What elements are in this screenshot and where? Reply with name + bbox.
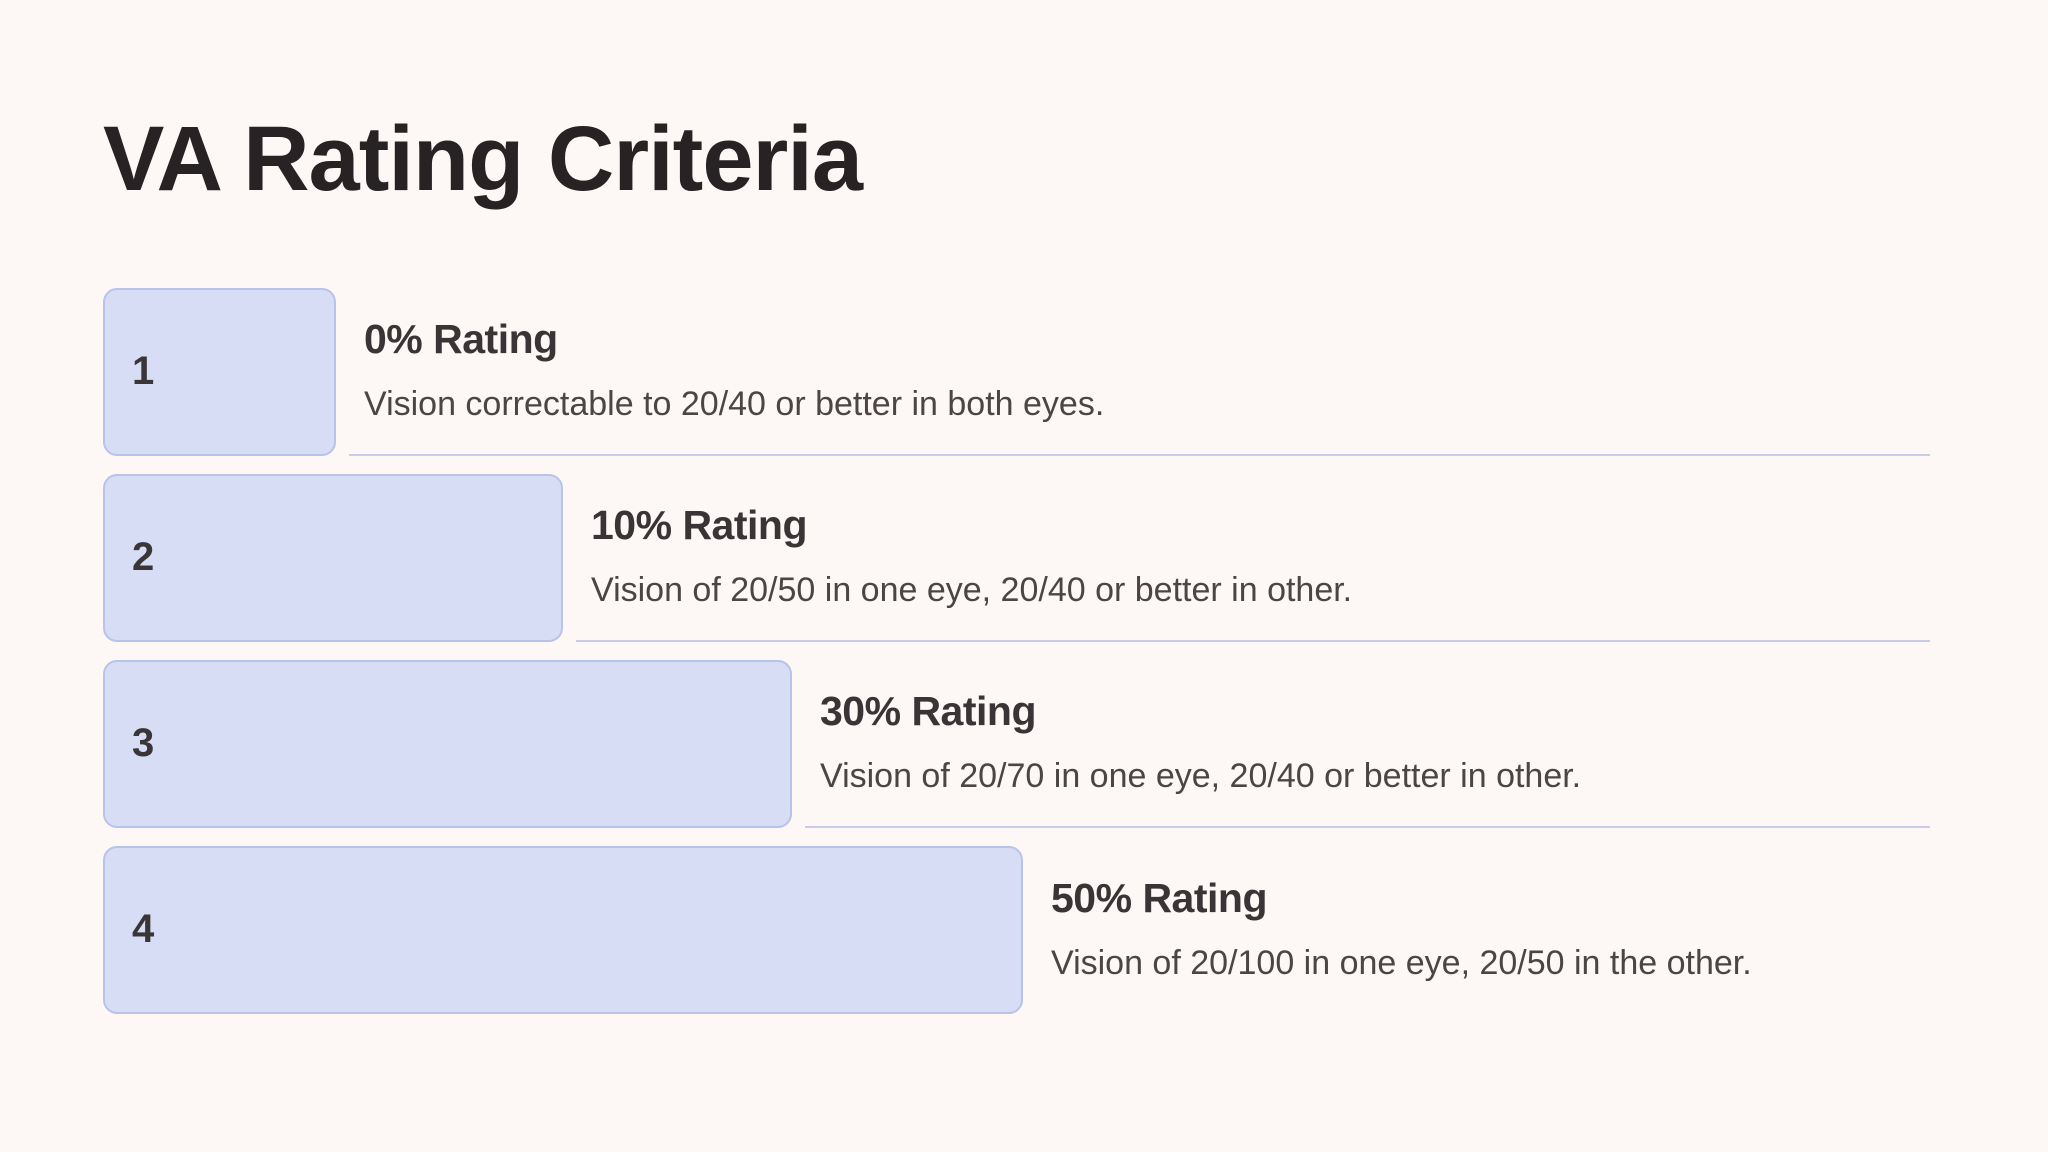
step-description: Vision of 20/100 in one eye, 20/50 in th… (1051, 944, 1752, 983)
step-row: 4 50% Rating Vision of 20/100 in one eye… (103, 845, 1930, 1014)
step-title: 0% Rating (364, 316, 558, 363)
step-text-block: 50% Rating Vision of 20/100 in one eye, … (1036, 846, 1930, 1014)
step-row: 1 0% Rating Vision correctable to 20/40 … (103, 287, 1930, 456)
step-text-block: 0% Rating Vision correctable to 20/40 or… (349, 288, 1930, 456)
step-description: Vision correctable to 20/40 or better in… (364, 385, 1105, 424)
step-number: 4 (132, 907, 155, 952)
step-number: 3 (132, 721, 155, 766)
step-bar: 4 (103, 845, 1023, 1014)
step-number: 2 (132, 535, 155, 580)
step-description: Vision of 20/70 in one eye, 20/40 or bet… (820, 757, 1582, 796)
step-title: 30% Rating (820, 688, 1037, 735)
page-title: VA Rating Criteria (103, 108, 863, 210)
step-number: 1 (132, 349, 155, 394)
step-bar: 1 (103, 287, 336, 456)
step-row: 2 10% Rating Vision of 20/50 in one eye,… (103, 473, 1930, 642)
step-text-block: 30% Rating Vision of 20/70 in one eye, 2… (805, 660, 1930, 828)
step-title: 50% Rating (1051, 875, 1268, 922)
step-title: 10% Rating (591, 502, 808, 549)
step-text-block: 10% Rating Vision of 20/50 in one eye, 2… (576, 474, 1930, 642)
step-bar: 3 (103, 659, 792, 828)
step-description: Vision of 20/50 in one eye, 20/40 or bet… (591, 571, 1353, 610)
step-bar: 2 (103, 473, 563, 642)
step-row: 3 30% Rating Vision of 20/70 in one eye,… (103, 659, 1930, 828)
